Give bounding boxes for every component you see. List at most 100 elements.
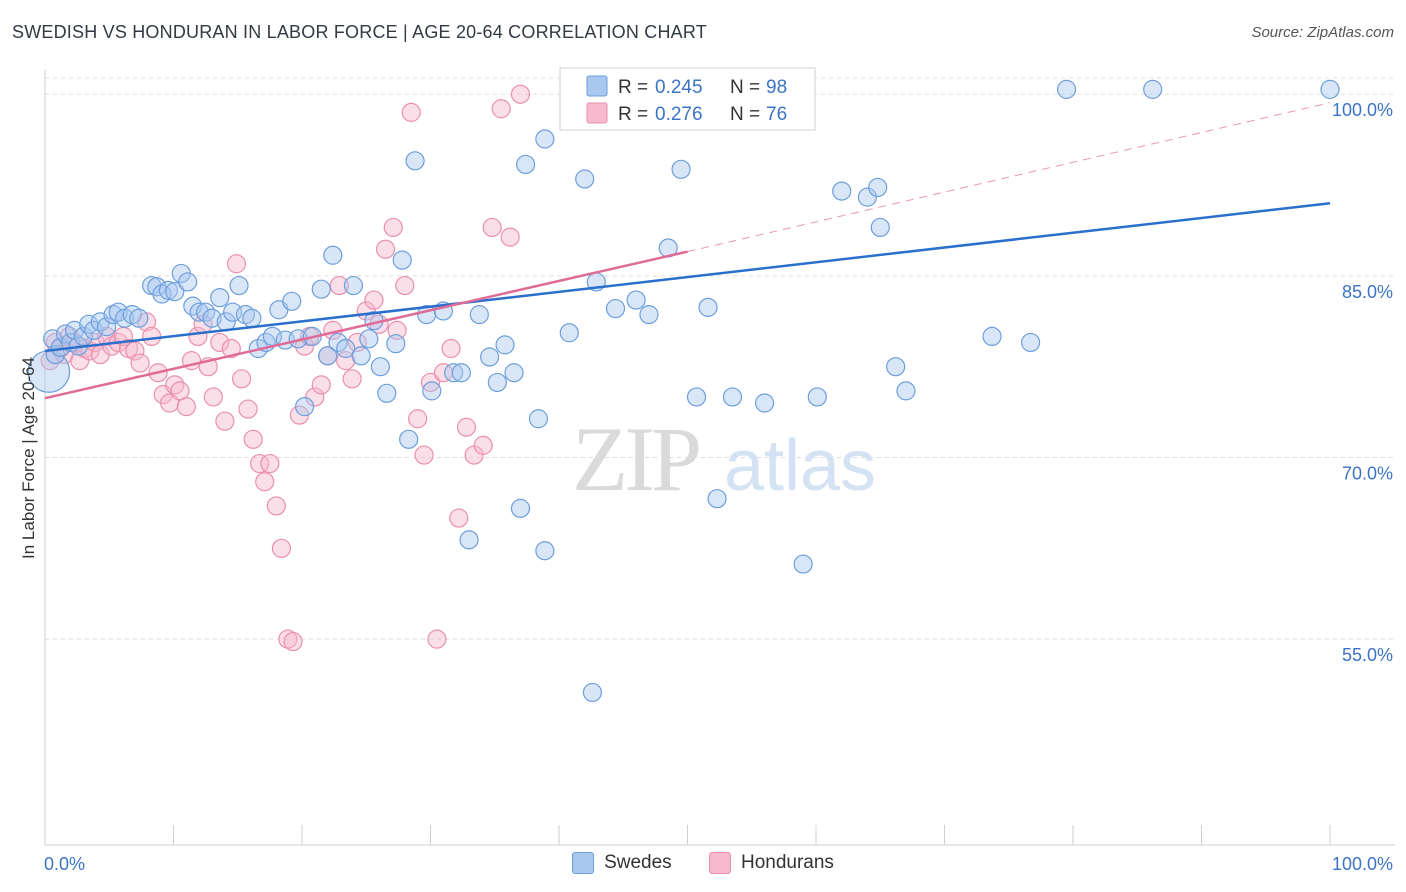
swedes-point <box>535 129 555 149</box>
swedes-point <box>451 363 471 383</box>
swedes-point <box>235 305 256 325</box>
swedes-point <box>323 245 343 265</box>
swedes-point <box>707 489 727 509</box>
hondurans-point <box>215 411 235 431</box>
tick-label-layer: 55.0% 70.0% 85.0% 100.0% 0.0% 100.0% <box>44 100 1393 874</box>
legend-swatch-hondurans <box>708 852 731 874</box>
y-axis-label: In Labor Force | Age 20-64 <box>19 357 38 559</box>
hondurans-point <box>142 326 162 347</box>
swedes-point <box>639 305 659 325</box>
swedes-point <box>103 305 123 325</box>
hondurans-trend-extension <box>687 102 1331 253</box>
swedes-point <box>722 387 743 407</box>
hondurans-point <box>500 227 520 247</box>
swedes-point <box>582 682 603 703</box>
swedes-point <box>282 291 302 311</box>
swedes-point <box>311 279 331 299</box>
watermark-atlas: atlas <box>724 426 876 506</box>
hondurans-point <box>70 351 90 371</box>
legend-swatch-swedes <box>572 852 595 874</box>
swedes-point <box>129 308 149 328</box>
swedes-point <box>343 275 363 296</box>
swedes-point <box>535 541 555 561</box>
swedes-point <box>399 429 419 449</box>
legend-item-hondurans: Hondurans <box>708 852 834 874</box>
swedes-point <box>1320 79 1340 99</box>
hondurans-point <box>482 217 502 238</box>
swedes-point <box>459 530 479 550</box>
swedes-point <box>392 250 412 270</box>
hondurans-point <box>427 629 447 649</box>
swedes-point <box>528 409 549 429</box>
legend-label-hondurans: Hondurans <box>740 852 834 873</box>
axis-layer <box>44 70 1395 846</box>
swedes-point <box>318 346 338 366</box>
hondurans-point <box>414 445 434 465</box>
grid-layer <box>45 77 1395 640</box>
hondurans-point <box>342 369 362 389</box>
swedes-point <box>870 217 890 238</box>
watermark-zip: ZIP <box>572 408 699 510</box>
swedes-point <box>178 272 198 292</box>
hondurans-point <box>294 336 315 356</box>
swedes-point <box>495 335 515 355</box>
hondurans-point <box>456 417 477 437</box>
hondurans-point <box>255 472 275 492</box>
hondurans-point <box>125 341 145 361</box>
trend-layer <box>44 102 1331 400</box>
stats-legend-swatch-hondurans <box>586 102 608 124</box>
swedes-point <box>377 383 397 403</box>
hondurans-point <box>329 275 349 296</box>
swedes-point <box>1143 79 1163 99</box>
swedes-point <box>559 323 579 343</box>
swedes-point <box>982 326 1002 347</box>
swedes-point <box>886 357 906 377</box>
swedes-point <box>515 154 536 175</box>
swedes-point <box>686 387 707 407</box>
y-tick-label: 100.0% <box>1332 100 1393 120</box>
stats-legend: R = 0.245 N = 98 R = 0.276 N = 76 <box>559 67 816 131</box>
swedes-point <box>754 393 775 413</box>
swedes-point <box>575 169 595 189</box>
swedes-point <box>370 357 390 377</box>
hondurans-point <box>283 631 303 652</box>
points-layer <box>27 79 1340 703</box>
swedes-point <box>405 151 425 171</box>
hondurans-point <box>203 387 223 407</box>
hondurans-point <box>243 429 263 449</box>
hondurans-point <box>473 435 493 455</box>
swedes-point <box>469 305 489 325</box>
swedes-point <box>359 329 379 349</box>
swedes-point <box>229 275 249 296</box>
swedes-point <box>605 298 626 319</box>
source-label: Source: ZipAtlas.com <box>1251 24 1394 41</box>
hondurans-r-label: R = <box>618 104 648 125</box>
swedes-n-value: 98 <box>766 77 787 98</box>
hondurans-point <box>165 375 185 395</box>
hondurans-point <box>395 275 415 296</box>
swedes-point <box>202 308 222 328</box>
hondurans-point <box>510 84 531 104</box>
swedes-point <box>1020 332 1041 353</box>
hondurans-point <box>221 338 241 359</box>
hondurans-point <box>383 217 403 238</box>
swedes-point <box>896 381 916 401</box>
swedes-point <box>857 187 878 207</box>
swedes-point <box>158 280 178 300</box>
hondurans-n-value: 76 <box>766 104 787 125</box>
hondurans-r-value: 0.276 <box>655 104 703 125</box>
hondurans-n-label: N = <box>730 104 760 125</box>
hondurans-point <box>176 397 196 417</box>
swedes-point <box>807 387 827 407</box>
swedes-point <box>1056 79 1077 99</box>
x-tick-label-min: 0.0% <box>44 854 85 874</box>
swedes-point <box>868 177 888 198</box>
series-legend: Swedes Hondurans <box>0 852 1406 880</box>
watermark: ZIP atlas <box>572 408 876 510</box>
swedes-point <box>336 338 356 359</box>
hondurans-point <box>441 338 461 359</box>
hondurans-point <box>130 353 150 373</box>
hondurans-point <box>232 369 252 389</box>
hondurans-point <box>364 290 384 310</box>
